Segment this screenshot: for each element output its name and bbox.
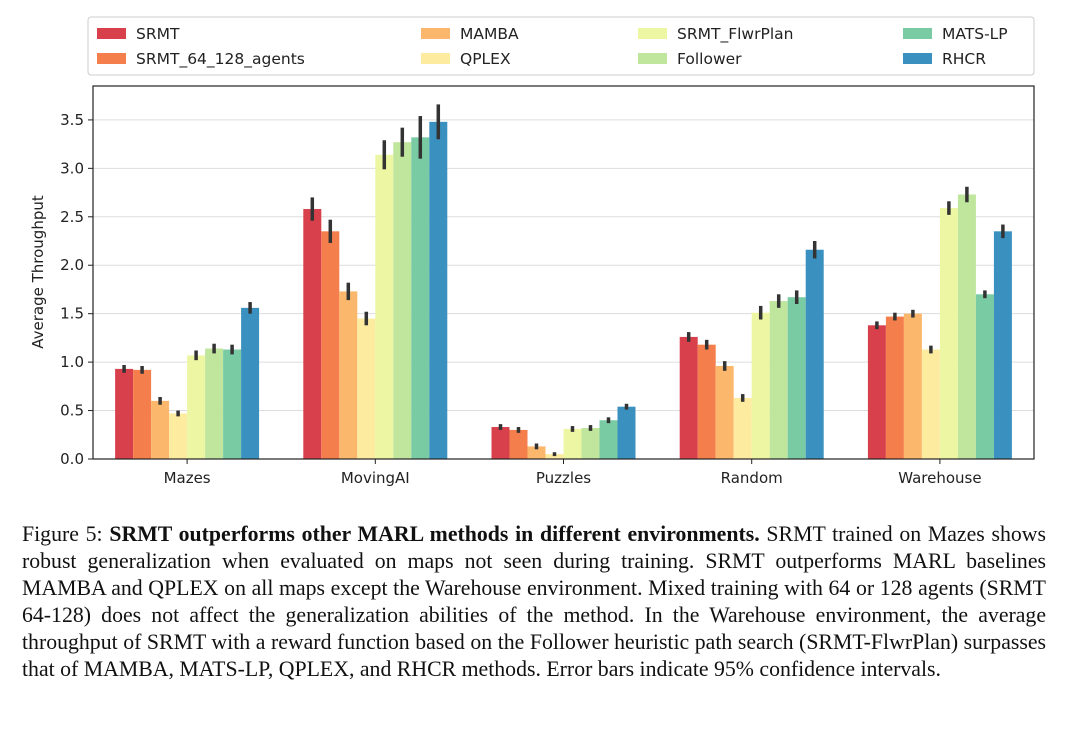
bar-srmt-puzzles — [491, 427, 510, 459]
bar-follower-mazes — [205, 348, 224, 459]
bar-srmt-flwrplan-random — [751, 312, 770, 459]
legend: SRMT SRMT_64_128_agents MAMBA QPLEX SRMT_Flw… — [97, 25, 1008, 69]
y-tick-label: 1.5 — [60, 305, 84, 323]
bar-rhcr-puzzles — [617, 406, 636, 459]
bar-qplex-mazes — [169, 413, 188, 459]
x-axis: Mazes MovingAI Puzzles Random Warehouse — [164, 459, 982, 487]
error-bars-group — [122, 104, 1005, 457]
bar-srmt-random — [679, 336, 698, 459]
bar-qplex-puzzles — [545, 454, 564, 459]
bar-srmt-warehouse — [867, 325, 886, 459]
caption-title: SRMT outperforms other MARL methods in d… — [109, 522, 760, 546]
y-axis-label: Average Throughput — [29, 195, 47, 349]
legend-swatch — [421, 28, 450, 39]
bar-mats-lp-random — [787, 297, 806, 459]
bar-srmt-flwrplan-mazes — [187, 355, 206, 459]
legend-swatch — [903, 53, 932, 64]
y-tick-label: 2.0 — [60, 256, 84, 274]
bar-srmt-mazes — [115, 368, 134, 459]
legend-label: MAMBA — [460, 25, 519, 43]
bar-mamba-movingai — [339, 291, 358, 459]
bars-group — [115, 121, 1012, 460]
x-tick-label: Puzzles — [536, 469, 591, 487]
y-tick-label: 0.5 — [60, 402, 84, 420]
bar-mats-lp-movingai — [411, 137, 430, 459]
legend-swatch — [97, 53, 126, 64]
legend-box — [87, 16, 1035, 76]
y-tick-label: 1.0 — [60, 353, 84, 371]
bar-mamba-puzzles — [527, 446, 546, 459]
caption-body: SRMT trained on Mazes shows robust gener… — [22, 522, 1046, 681]
x-tick-label: Warehouse — [898, 469, 981, 487]
legend-swatch — [638, 28, 667, 39]
y-tick-label: 3.5 — [60, 111, 84, 129]
y-tick-label: 0.0 — [60, 450, 84, 468]
bar-rhcr-random — [805, 249, 824, 459]
legend-swatch — [97, 28, 126, 39]
bar-mats-lp-puzzles — [599, 420, 618, 459]
legend-label: Follower — [677, 50, 742, 68]
bar-follower-puzzles — [581, 427, 600, 459]
bar-mamba-warehouse — [903, 313, 922, 459]
bar-rhcr-mazes — [241, 307, 260, 459]
legend-swatch — [638, 53, 667, 64]
bar-srmt-64-128-agents-puzzles — [509, 429, 528, 459]
x-tick-label: Mazes — [164, 469, 211, 487]
bar-follower-movingai — [393, 142, 412, 460]
legend-label: QPLEX — [460, 50, 511, 68]
bar-rhcr-warehouse — [993, 231, 1012, 459]
x-tick-label: Random — [721, 469, 783, 487]
y-axis: 0.0 0.5 1.0 1.5 2.0 2.5 3.0 3.5 — [60, 111, 93, 468]
legend-label: SRMT_64_128_agents — [136, 50, 305, 69]
bar-mats-lp-mazes — [223, 349, 242, 459]
bar-mamba-random — [715, 365, 734, 459]
legend-label: MATS-LP — [942, 25, 1008, 43]
bar-srmt-flwrplan-warehouse — [939, 208, 958, 459]
bar-srmt-movingai — [303, 209, 322, 459]
figure-caption: Figure 5: SRMT outperforms other MARL me… — [22, 521, 1046, 683]
bar-srmt-64-128-agents-warehouse — [885, 316, 904, 459]
y-tick-label: 3.0 — [60, 159, 84, 177]
bar-follower-warehouse — [957, 194, 976, 459]
bar-srmt-64-128-agents-random — [697, 344, 716, 459]
bar-srmt-64-128-agents-movingai — [321, 231, 340, 459]
bar-mats-lp-warehouse — [975, 294, 994, 459]
y-tick-label: 2.5 — [60, 208, 84, 226]
bar-srmt-flwrplan-movingai — [375, 154, 394, 459]
bar-qplex-random — [733, 397, 752, 459]
legend-swatch — [421, 53, 450, 64]
bar-srmt-flwrplan-puzzles — [563, 428, 582, 459]
bar-rhcr-movingai — [429, 121, 448, 460]
legend-label: SRMT — [136, 25, 180, 43]
legend-label: RHCR — [942, 50, 986, 68]
bar-chart: SRMT SRMT_64_128_agents MAMBA QPLEX SRMT_Flw… — [29, 16, 1035, 487]
bar-qplex-movingai — [357, 318, 376, 459]
bar-mamba-mazes — [151, 400, 170, 459]
legend-label: SRMT_FlwrPlan — [677, 25, 793, 44]
x-tick-label: MovingAI — [341, 469, 410, 487]
bar-follower-random — [769, 301, 788, 459]
bar-qplex-warehouse — [921, 349, 940, 459]
bar-srmt-64-128-agents-mazes — [133, 369, 152, 459]
caption-label: Figure 5: — [22, 522, 103, 546]
legend-swatch — [903, 28, 932, 39]
